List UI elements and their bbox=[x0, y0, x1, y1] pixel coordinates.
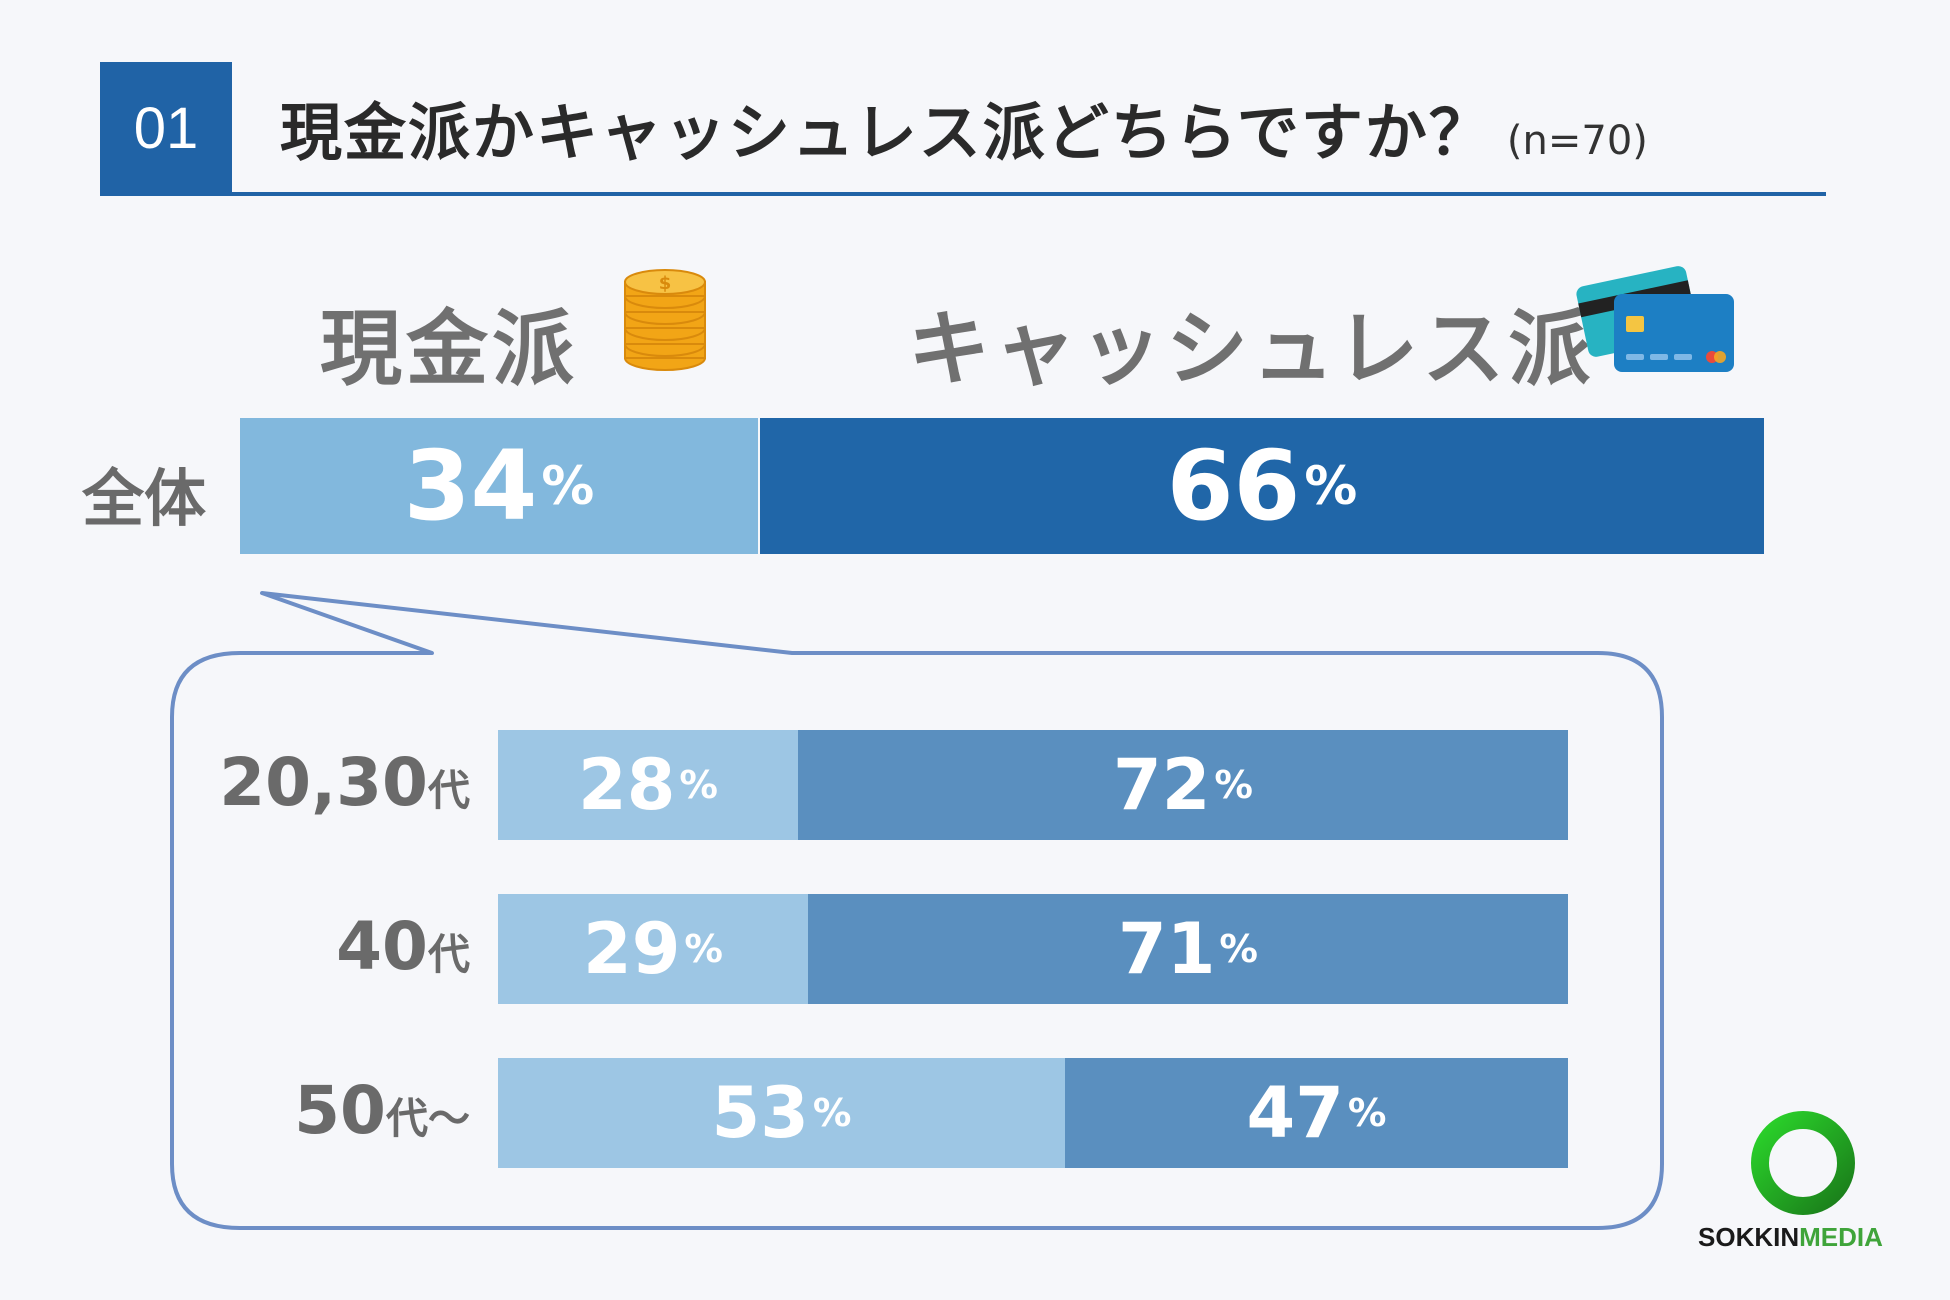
percent-sign: % bbox=[679, 762, 718, 808]
percent-sign: % bbox=[541, 455, 595, 517]
age-label-number: 20,30 bbox=[219, 744, 428, 821]
percent-sign: % bbox=[1304, 455, 1358, 517]
age-40-cashless-bar: 71% bbox=[808, 894, 1568, 1004]
coin-stack-icon: $ bbox=[624, 269, 706, 371]
percent-sign: % bbox=[812, 1090, 852, 1136]
page-title: 現金派かキャッシュレス派どちらですか？ (n=70) bbox=[280, 82, 1648, 172]
overall-cashless-bar: 66% bbox=[760, 418, 1764, 554]
cash-legend-label: 現金派 bbox=[320, 302, 579, 397]
overall-cashless-value: 66 bbox=[1166, 430, 1301, 542]
age-label-suffix: 代 bbox=[427, 766, 470, 815]
age-50-plus-cashless-value: 47 bbox=[1246, 1072, 1344, 1154]
age-row-label-50-plus: 50代～ bbox=[294, 1072, 470, 1149]
age-20-30-cash-value: 28 bbox=[578, 744, 676, 826]
age-label-suffix: 代 bbox=[427, 930, 470, 979]
svg-text:$: $ bbox=[659, 273, 672, 294]
sample-size: (n=70) bbox=[1506, 118, 1648, 164]
age-40-cash-value: 29 bbox=[583, 908, 681, 990]
age-label-number: 50 bbox=[294, 1072, 386, 1149]
age-row-label-40: 40代 bbox=[336, 908, 470, 985]
age-40-cashless-value: 71 bbox=[1118, 908, 1216, 990]
percent-sign: % bbox=[684, 926, 723, 972]
age-20-30-cashless-bar: 72% bbox=[798, 730, 1568, 840]
overall-row-label: 全体 bbox=[82, 462, 207, 535]
age-20-30-cashless-value: 72 bbox=[1113, 744, 1211, 826]
logo-part-1: SOKKIN bbox=[1698, 1222, 1800, 1252]
age-label-suffix: 代～ bbox=[385, 1094, 470, 1143]
age-row-label-20-30: 20,30代 bbox=[219, 744, 470, 821]
credit-cards-icon bbox=[1576, 266, 1734, 372]
age-20-30-cash-bar: 28% bbox=[498, 730, 798, 840]
cashless-legend-label: キャッシュレス派 bbox=[908, 302, 1595, 397]
title-text: 現金派かキャッシュレス派どちらですか？ bbox=[280, 96, 1493, 169]
age-50-plus-cashless-bar: 47% bbox=[1065, 1058, 1568, 1168]
percent-sign: % bbox=[1214, 762, 1253, 808]
percent-sign: % bbox=[1347, 1090, 1387, 1136]
sokkin-media-logo-text: SOKKINMEDIA bbox=[1698, 1222, 1883, 1253]
age-50-plus-cash-bar: 53% bbox=[498, 1058, 1065, 1168]
title-underline bbox=[100, 192, 1826, 196]
age-50-plus-cash-value: 53 bbox=[711, 1072, 809, 1154]
overall-cash-bar: 34% bbox=[240, 418, 758, 554]
question-number-badge: 01 bbox=[100, 62, 232, 194]
age-40-cash-bar: 29% bbox=[498, 894, 808, 1004]
overall-cash-value: 34 bbox=[403, 430, 538, 542]
age-label-number: 40 bbox=[336, 908, 428, 985]
sokkin-media-logo-icon bbox=[1751, 1111, 1855, 1215]
percent-sign: % bbox=[1219, 926, 1258, 972]
logo-part-2: MEDIA bbox=[1799, 1222, 1883, 1252]
